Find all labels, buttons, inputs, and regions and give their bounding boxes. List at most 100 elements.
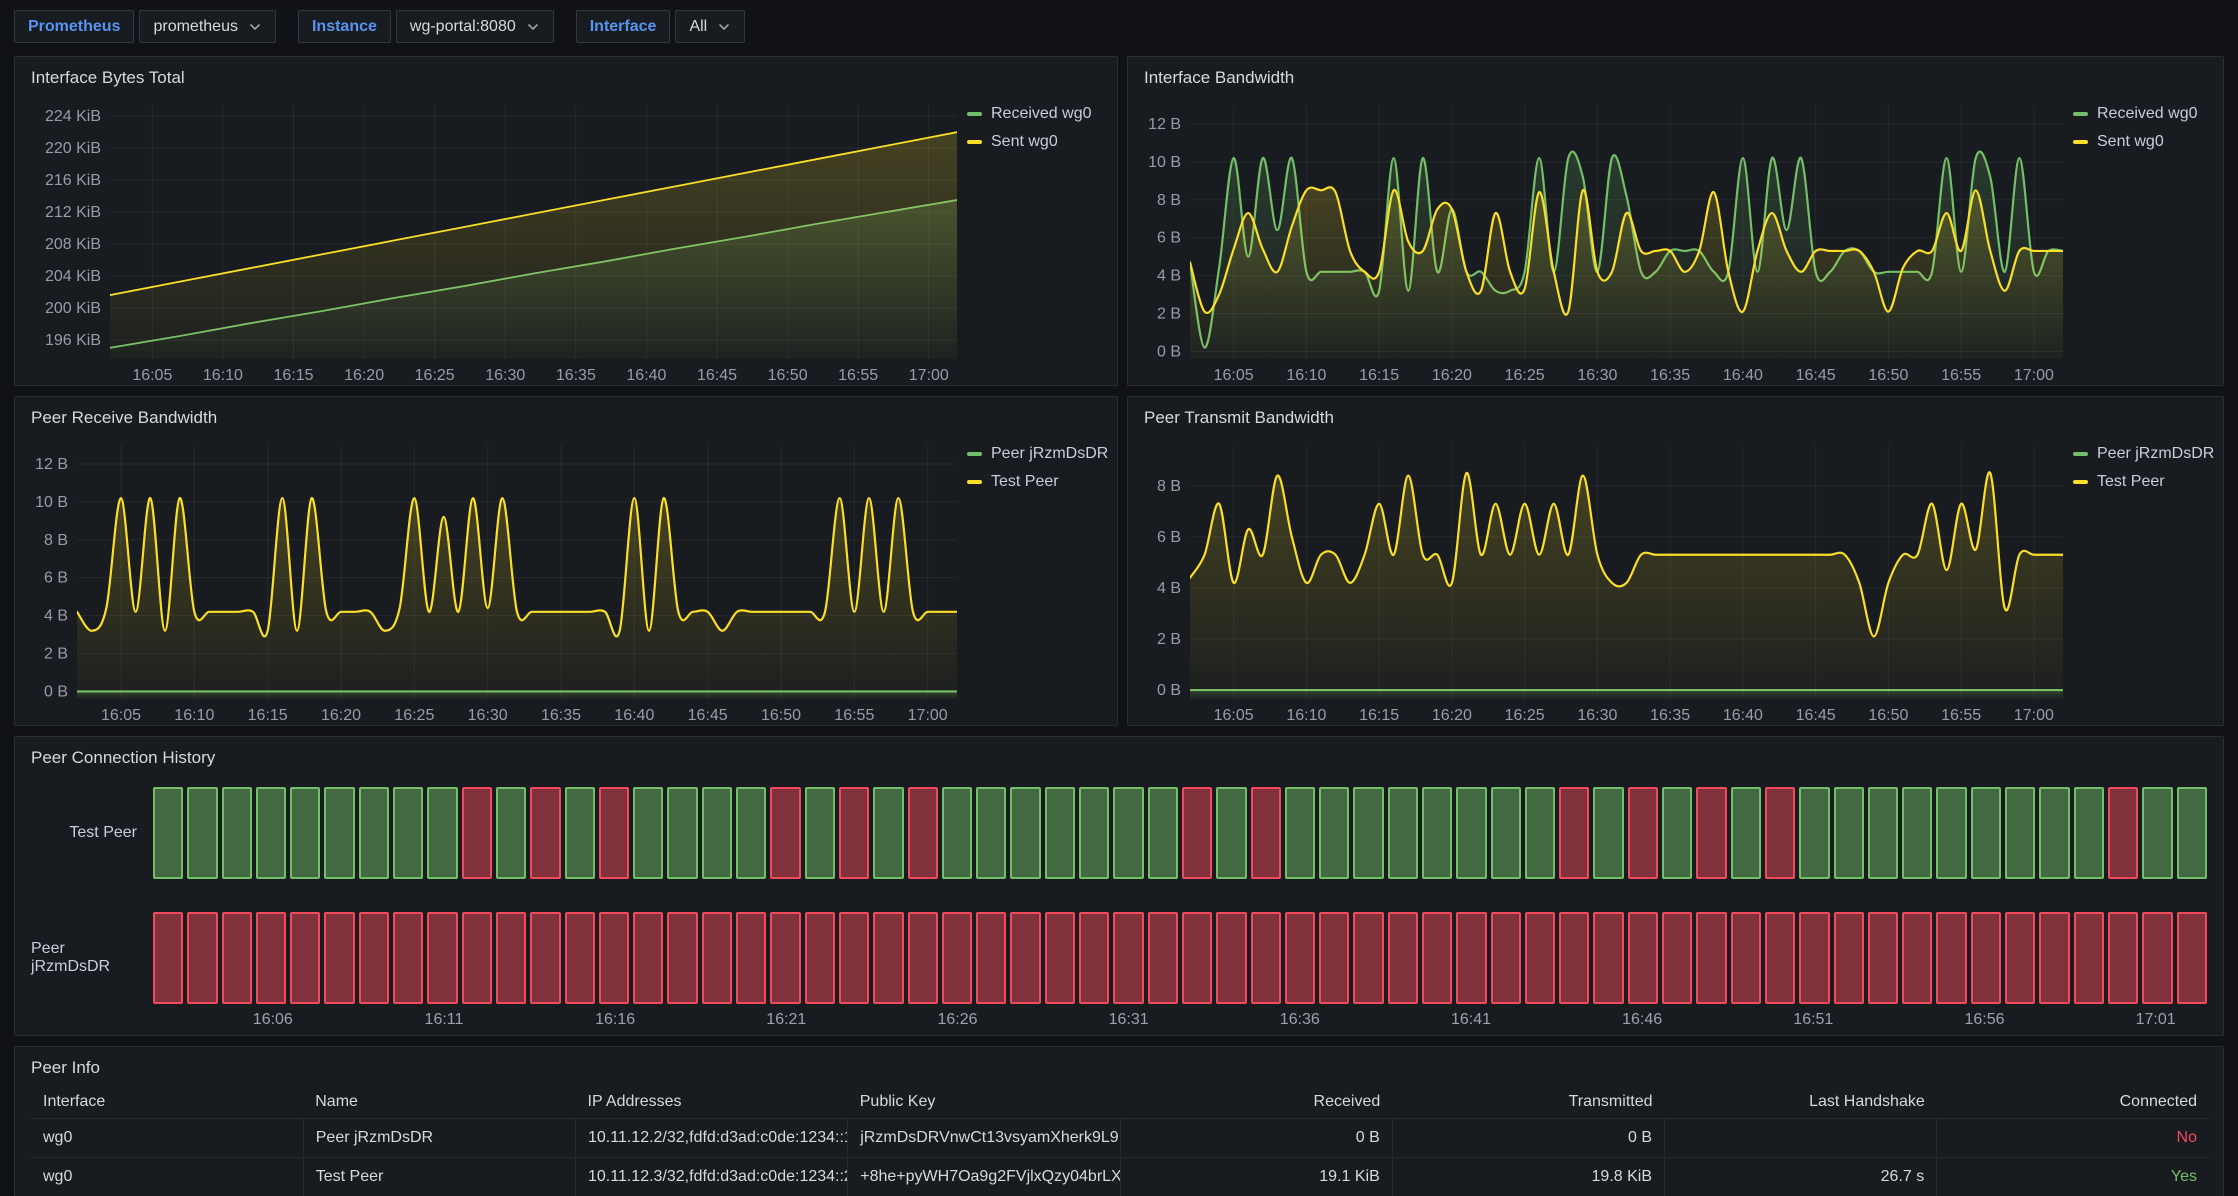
x-tick-label: 16:36 (1280, 1011, 1320, 1029)
x-tick-label: 16:11 (425, 1011, 464, 1029)
table-cell: No (1937, 1119, 2209, 1158)
y-tick-label: 10 B (1148, 154, 1181, 171)
legend-item[interactable]: Test Peer (2073, 473, 2215, 491)
x-tick-label: 16:06 (253, 1011, 293, 1029)
legend-item[interactable]: Received wg0 (2073, 105, 2215, 123)
x-tick-label: 16:45 (1796, 367, 1836, 384)
x-tick-label: 16:50 (761, 707, 801, 724)
series-color-swatch (967, 140, 982, 144)
column-header[interactable]: Name (303, 1086, 575, 1119)
status-bar-disconnected (1936, 912, 1966, 1004)
status-bar-connected (702, 787, 732, 879)
y-tick-label: 6 B (1157, 230, 1181, 247)
status-bar-connected (256, 787, 286, 879)
variable-label-interface[interactable]: Interface (576, 10, 671, 43)
status-bar-connected (1936, 787, 1966, 879)
column-header[interactable]: Public Key (848, 1086, 1120, 1119)
legend-item[interactable]: Sent wg0 (2073, 133, 2215, 151)
status-bar-disconnected (667, 912, 697, 1004)
column-header[interactable]: Transmitted (1392, 1086, 1664, 1119)
column-header[interactable]: Interface (31, 1086, 303, 1119)
variable-value-instance[interactable]: wg-portal:8080 (396, 10, 554, 43)
x-tick-label: 16:56 (1964, 1011, 2004, 1029)
status-bar-disconnected (1731, 912, 1761, 1004)
status-bar-disconnected (1045, 912, 1075, 1004)
column-header[interactable]: Received (1120, 1086, 1392, 1119)
y-tick-label: 224 KiB (45, 108, 101, 125)
legend-item[interactable]: Peer jRzmDsDR (967, 445, 1109, 463)
status-bar-connected (1868, 787, 1898, 879)
peer-receive-bandwidth-chart[interactable]: 16:0516:1016:1516:2016:2516:3016:3516:40… (15, 433, 967, 727)
variable-label-prometheus[interactable]: Prometheus (14, 10, 134, 43)
status-bar-disconnected (427, 912, 457, 1004)
column-header[interactable]: Connected (1937, 1086, 2209, 1119)
status-row-label: Peer jRzmDsDR (31, 912, 153, 1004)
peer-connection-history-panel: Peer Connection History Test PeerPeer jR… (14, 736, 2224, 1036)
table-cell: 19.8 KiB (1392, 1158, 1664, 1196)
status-bar-disconnected (256, 912, 286, 1004)
status-bar-disconnected (565, 912, 595, 1004)
legend-item[interactable]: Peer jRzmDsDR (2073, 445, 2215, 463)
table-cell: jRzmDsDRVnwCt13vsyamXherk9L9RhRo= (848, 1119, 1120, 1158)
interface-bandwidth-chart[interactable]: 16:0516:1016:1516:2016:2516:3016:3516:40… (1128, 93, 2073, 387)
legend-item[interactable]: Received wg0 (967, 105, 1109, 123)
variable-value-interface[interactable]: All (675, 10, 745, 43)
table-row: wg0Test Peer10.11.12.3/32,fdfd:d3ad:c0de… (31, 1158, 2209, 1196)
y-tick-label: 2 B (44, 646, 68, 663)
status-bar-disconnected (1868, 912, 1898, 1004)
status-bar-connected (1525, 787, 1555, 879)
variable-value-prometheus[interactable]: prometheus (139, 10, 276, 43)
legend-label: Received wg0 (2097, 105, 2198, 123)
column-header[interactable]: Last Handshake (1665, 1086, 1937, 1119)
x-tick-label: 16:10 (1286, 367, 1326, 384)
status-bar-connected (1971, 787, 2001, 879)
interface-bytes-total-chart[interactable]: 16:0516:1016:1516:2016:2516:3016:3516:40… (15, 93, 967, 387)
x-tick-label: 16:50 (1868, 707, 1908, 724)
status-bar-connected (1902, 787, 1932, 879)
status-bar-connected (2177, 787, 2207, 879)
x-tick-label: 16:35 (541, 707, 581, 724)
legend-item[interactable]: Sent wg0 (967, 133, 1109, 151)
status-bar-connected (1491, 787, 1521, 879)
status-bar-disconnected (1388, 912, 1418, 1004)
status-bar-disconnected (1353, 912, 1383, 1004)
status-bar-disconnected (976, 912, 1006, 1004)
x-tick-label: 16:10 (1286, 707, 1326, 724)
peer-transmit-bandwidth-chart[interactable]: 16:0516:1016:1516:2016:2516:3016:3516:40… (1128, 433, 2073, 727)
status-bar-disconnected (2177, 912, 2207, 1004)
status-bars (153, 787, 2207, 879)
status-bar-disconnected (1662, 912, 1692, 1004)
x-tick-label: 16:40 (626, 367, 666, 384)
variable-label-instance[interactable]: Instance (298, 10, 391, 43)
status-bar-disconnected (1148, 912, 1178, 1004)
status-bar-disconnected (633, 912, 663, 1004)
status-bar-disconnected (908, 912, 938, 1004)
status-bar-disconnected (599, 912, 629, 1004)
chart-legend: Peer jRzmDsDR Test Peer (2073, 433, 2223, 727)
status-bar-disconnected (1079, 912, 1109, 1004)
x-tick-label: 16:21 (766, 1011, 806, 1029)
y-tick-label: 220 KiB (45, 140, 101, 157)
status-bar-connected (2039, 787, 2069, 879)
x-tick-label: 16:55 (1941, 707, 1981, 724)
status-bar-connected (1010, 787, 1040, 879)
panel-title: Peer Info (15, 1047, 2223, 1083)
variable-prometheus: Prometheus prometheus (14, 10, 276, 43)
x-tick-label: 16:25 (394, 707, 434, 724)
x-tick-label: 16:25 (1505, 707, 1545, 724)
y-tick-label: 2 B (1157, 306, 1181, 323)
peer-receive-bandwidth-panel: Peer Receive Bandwidth 16:0516:1016:1516… (14, 396, 1118, 726)
table-cell: 0 B (1120, 1119, 1392, 1158)
x-tick-label: 16:30 (485, 367, 525, 384)
legend-label: Peer jRzmDsDR (991, 445, 1108, 463)
chart-legend: Received wg0 Sent wg0 (2073, 93, 2223, 387)
legend-item[interactable]: Test Peer (967, 473, 1109, 491)
status-bar-disconnected (324, 912, 354, 1004)
status-bar-connected (873, 787, 903, 879)
y-tick-label: 12 B (1148, 116, 1181, 133)
column-header[interactable]: IP Addresses (576, 1086, 848, 1119)
y-tick-label: 212 KiB (45, 204, 101, 221)
y-tick-label: 4 B (1157, 580, 1181, 597)
status-bar-disconnected (1525, 912, 1555, 1004)
status-bar-connected (565, 787, 595, 879)
